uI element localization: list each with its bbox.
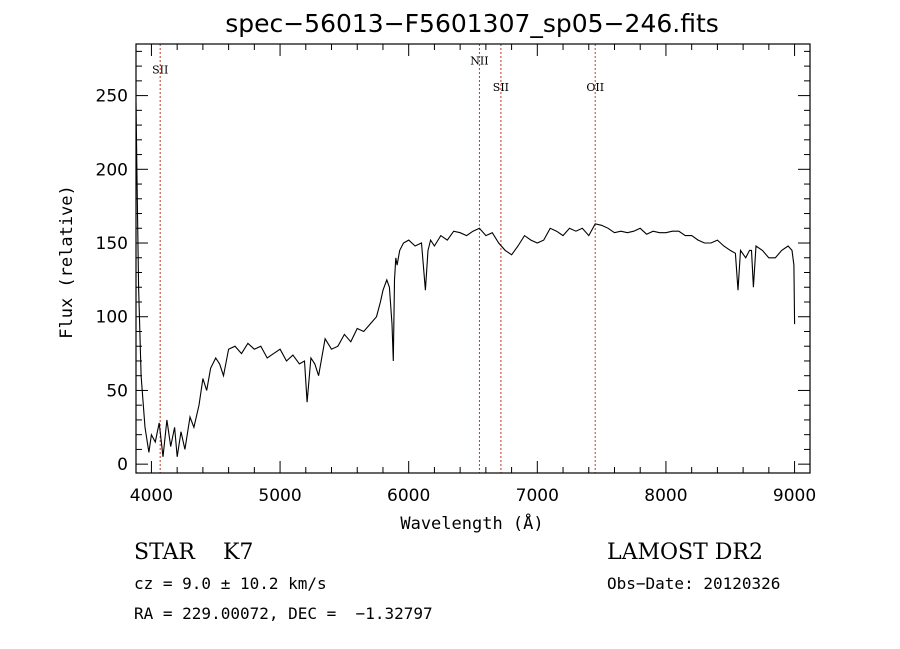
- line-marker-label: SII: [152, 63, 168, 76]
- x-tick-label: 8000: [644, 486, 687, 506]
- y-tick-label: 250: [96, 87, 128, 107]
- line-marker-label: OII: [586, 81, 604, 94]
- plot-frame: [135, 43, 811, 474]
- x-tick-label: 6000: [387, 486, 430, 506]
- chart-title: spec−56013−F5601307_sp05−246.fits: [225, 9, 719, 38]
- coordinates: RA = 229.00072, DEC = −1.32797: [134, 604, 433, 623]
- flux-series-line: [135, 102, 796, 457]
- observation-date: Obs−Date: 20120326: [607, 574, 781, 593]
- axis-tick-labels: 4000 5000 6000 7000 8000 9000 0 50 100 150 200 250: [96, 87, 817, 506]
- axis-ticks: [136, 44, 810, 473]
- y-tick-label: 100: [96, 308, 128, 328]
- y-tick-label: 50: [106, 381, 128, 401]
- x-tick-label: 5000: [258, 486, 301, 506]
- spectral-class: STAR K7: [134, 540, 254, 565]
- y-tick-label: 0: [117, 455, 128, 475]
- x-tick-label: 9000: [773, 486, 816, 506]
- line-marker-label: SII: [493, 81, 509, 94]
- y-axis-label: Flux (relative): [57, 185, 77, 339]
- survey-name: LAMOST DR2: [607, 540, 763, 565]
- emission-line-markers: SII NII SII OII: [152, 44, 604, 473]
- y-tick-label: 200: [96, 160, 128, 180]
- y-tick-label: 150: [96, 234, 128, 254]
- redshift-velocity: cz = 9.0 ± 10.2 km/s: [134, 574, 327, 593]
- x-tick-label: 7000: [516, 486, 559, 506]
- x-axis-label: Wavelength (Å): [400, 512, 543, 534]
- line-marker-label: NII: [470, 55, 488, 68]
- x-tick-label: 4000: [130, 486, 173, 506]
